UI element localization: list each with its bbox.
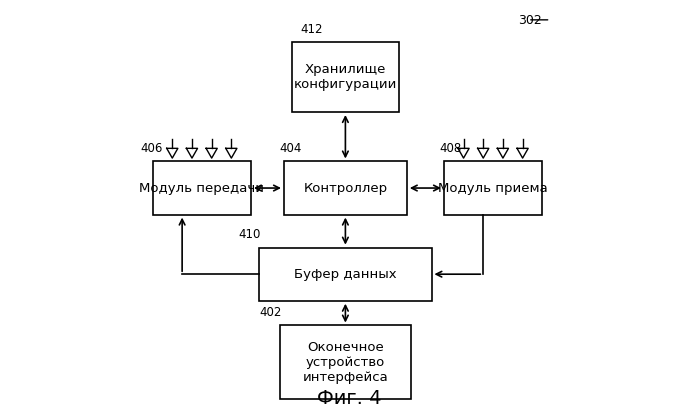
Text: 410: 410: [239, 228, 261, 241]
Text: 404: 404: [280, 142, 302, 155]
Text: Буфер данных: Буфер данных: [294, 268, 397, 281]
Text: 402: 402: [259, 306, 282, 319]
Text: Хранилище
конфигурации: Хранилище конфигурации: [294, 63, 397, 91]
FancyBboxPatch shape: [280, 325, 411, 399]
Text: 302: 302: [519, 14, 542, 27]
Text: Фиг. 4: Фиг. 4: [317, 389, 382, 408]
FancyBboxPatch shape: [259, 247, 431, 301]
Text: Контроллер: Контроллер: [303, 182, 387, 195]
Text: Модуль передачи: Модуль передачи: [139, 182, 264, 195]
Text: Оконечное
устройство
интерфейса: Оконечное устройство интерфейса: [303, 341, 388, 384]
FancyBboxPatch shape: [292, 43, 398, 112]
Text: 412: 412: [301, 23, 323, 36]
Text: 406: 406: [140, 142, 163, 155]
FancyBboxPatch shape: [284, 161, 407, 215]
Text: 408: 408: [440, 142, 462, 155]
FancyBboxPatch shape: [444, 161, 542, 215]
Text: Модуль приема: Модуль приема: [438, 182, 548, 195]
FancyBboxPatch shape: [152, 161, 251, 215]
